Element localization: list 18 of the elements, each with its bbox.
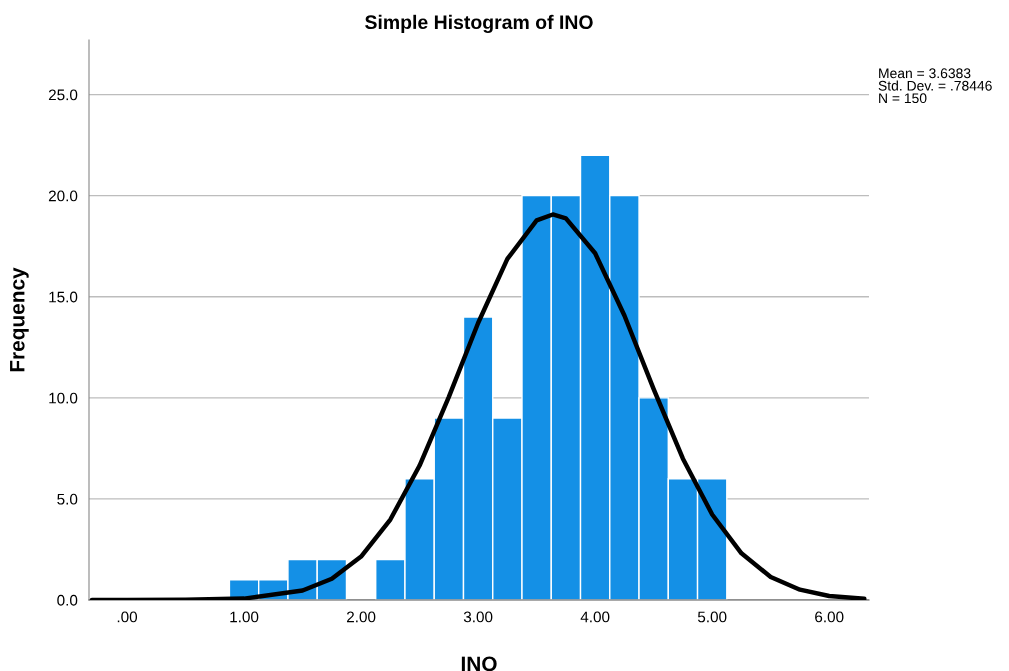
x-tick-label: 5.00: [697, 611, 727, 623]
y-tick-label: 0.0: [57, 594, 78, 606]
x-tick-label: 3.00: [463, 611, 493, 623]
x-tick-label: 2.00: [347, 611, 376, 623]
x-tick-label: 1.00: [230, 611, 259, 623]
y-tick-label: 25.0: [48, 89, 78, 101]
y-tick-label: 10.0: [49, 392, 78, 404]
y-tick-label: 15.0: [49, 291, 78, 303]
y-tick-label: 20.0: [48, 190, 78, 202]
x-axis-title: INO: [461, 656, 497, 671]
line-series: [89, 212, 867, 600]
text: Mean = 3.6383 Std. Dev. = .78446 N = 150: [878, 68, 992, 104]
y-tick-label: 5.0: [57, 493, 78, 505]
x-tick-label: 4.00: [580, 611, 610, 623]
x-tick-label: 6.00: [815, 611, 844, 623]
chart-title: Simple Histogram of INO: [365, 14, 593, 34]
y-axis-title: Frequency: [10, 267, 29, 372]
x-tick-label: .00: [117, 611, 138, 623]
